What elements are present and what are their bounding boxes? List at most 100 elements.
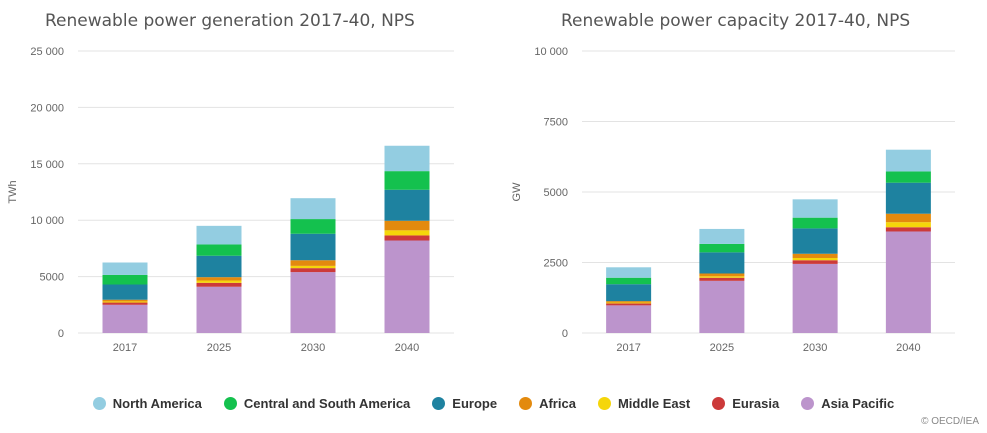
legend-label: Central and South America xyxy=(243,396,411,411)
bar-segment-central-and-south-america-2017[interactable] xyxy=(102,274,148,285)
bar-segment-europe-2025[interactable] xyxy=(196,255,242,278)
bar-segment-central-and-south-america-2025[interactable] xyxy=(196,244,242,256)
bar-segment-north-america-2025[interactable] xyxy=(699,228,745,244)
y-tick-label: 0 xyxy=(58,328,64,340)
capacity-chart: Renewable power capacity 2017-40, NPS GW… xyxy=(511,11,955,354)
legend-label: Middle East xyxy=(617,396,691,411)
x-tick-label: 2040 xyxy=(896,342,920,354)
legend-item-africa[interactable]: Africa xyxy=(519,396,576,411)
x-tick-label: 2030 xyxy=(803,342,827,354)
bar-segment-africa-2040[interactable] xyxy=(885,213,931,223)
x-tick-label: 2025 xyxy=(207,342,231,354)
x-tick-label: 2017 xyxy=(113,342,137,354)
bar-segment-asia-pacific-2017[interactable] xyxy=(102,304,148,333)
y-tick-label: 25 000 xyxy=(30,46,64,58)
bar-segment-africa-2030[interactable] xyxy=(792,253,838,258)
bar-segment-asia-pacific-2025[interactable] xyxy=(196,286,242,333)
legend-swatch xyxy=(92,397,106,410)
x-tick-label: 2025 xyxy=(710,342,734,354)
y-tick-label: 2500 xyxy=(544,258,568,270)
x-tick-label: 2030 xyxy=(301,342,325,354)
legend-swatch xyxy=(223,397,237,410)
y-axis-title: TWh xyxy=(7,180,19,203)
bar-segment-north-america-2030[interactable] xyxy=(792,199,838,218)
bar-segment-eurasia-2030[interactable] xyxy=(792,260,838,264)
bar-segment-europe-2017[interactable] xyxy=(606,284,652,302)
x-tick-labels: 2017 2025 2030 2040 xyxy=(113,342,419,354)
bar-segment-eurasia-2030[interactable] xyxy=(290,268,336,273)
legend-label: Asia Pacific xyxy=(821,396,895,411)
legend-label: Europe xyxy=(452,396,498,411)
bar-segment-north-america-2025[interactable] xyxy=(196,225,242,245)
bar-segment-eurasia-2017[interactable] xyxy=(606,303,652,306)
bar-segment-europe-2017[interactable] xyxy=(102,284,148,300)
credit-text: © OECD/IEA xyxy=(921,416,979,427)
legend-item-central-south-america[interactable]: Central and South America xyxy=(223,396,411,411)
bar-segment-north-america-2030[interactable] xyxy=(290,198,336,220)
legend-item-north-america[interactable]: North America xyxy=(92,396,202,411)
bar-segment-middle-east-2017[interactable] xyxy=(102,301,148,303)
bar-segment-europe-2030[interactable] xyxy=(290,233,336,261)
bars[interactable] xyxy=(606,149,931,333)
bar-segment-middle-east-2017[interactable] xyxy=(606,302,652,304)
y-tick-labels: 0 2500 5000 7500 10 000 xyxy=(534,46,568,340)
bar-segment-asia-pacific-2040[interactable] xyxy=(885,231,931,333)
y-tick-label: 5000 xyxy=(40,272,64,284)
bar-segment-africa-2017[interactable] xyxy=(102,299,148,302)
bar-segment-europe-2025[interactable] xyxy=(699,252,745,274)
legend-swatch xyxy=(801,397,815,410)
bar-segment-middle-east-2040[interactable] xyxy=(384,230,430,236)
x-tick-label: 2017 xyxy=(616,342,640,354)
bar-segment-eurasia-2025[interactable] xyxy=(196,282,242,287)
legend-item-asia-pacific[interactable]: Asia Pacific xyxy=(801,396,894,411)
bar-segment-africa-2040[interactable] xyxy=(384,220,430,231)
y-tick-label: 10 000 xyxy=(534,46,568,58)
x-tick-label: 2040 xyxy=(395,342,419,354)
bar-segment-central-and-south-america-2040[interactable] xyxy=(384,171,430,190)
legend-swatch xyxy=(432,397,446,410)
bar-segment-middle-east-2030[interactable] xyxy=(290,265,336,269)
x-tick-labels: 2017 2025 2030 2040 xyxy=(616,342,920,354)
bar-segment-europe-2040[interactable] xyxy=(885,182,931,214)
bar-segment-africa-2017[interactable] xyxy=(606,301,652,303)
bar-segment-europe-2040[interactable] xyxy=(384,189,430,221)
bar-segment-middle-east-2025[interactable] xyxy=(699,276,745,278)
bar-segment-asia-pacific-2025[interactable] xyxy=(699,280,745,333)
legend-item-eurasia[interactable]: Eurasia xyxy=(712,396,779,411)
bar-segment-north-america-2040[interactable] xyxy=(885,149,931,172)
legend-label: North America xyxy=(112,396,202,411)
bar-segment-europe-2030[interactable] xyxy=(792,228,838,254)
bar-segment-asia-pacific-2017[interactable] xyxy=(606,305,652,333)
bar-segment-asia-pacific-2030[interactable] xyxy=(792,263,838,333)
legend-label: Africa xyxy=(539,396,576,411)
y-tick-label: 7500 xyxy=(544,117,568,129)
bar-segment-central-and-south-america-2040[interactable] xyxy=(885,171,931,183)
bar-segment-central-and-south-america-2030[interactable] xyxy=(792,217,838,229)
bar-segment-north-america-2040[interactable] xyxy=(384,145,430,172)
bars[interactable] xyxy=(102,145,430,333)
bar-segment-africa-2025[interactable] xyxy=(196,277,242,281)
legend-item-europe[interactable]: Europe xyxy=(432,396,497,411)
bar-segment-central-and-south-america-2017[interactable] xyxy=(606,277,652,285)
bar-segment-middle-east-2030[interactable] xyxy=(792,257,838,261)
bar-segment-north-america-2017[interactable] xyxy=(606,267,652,278)
bar-segment-middle-east-2040[interactable] xyxy=(885,222,931,228)
bar-segment-eurasia-2040[interactable] xyxy=(885,227,931,232)
y-tick-label: 10 000 xyxy=(30,215,64,227)
bar-segment-eurasia-2025[interactable] xyxy=(699,277,745,281)
bar-segment-central-and-south-america-2025[interactable] xyxy=(699,243,745,253)
bar-segment-north-america-2017[interactable] xyxy=(102,262,148,275)
y-tick-label: 20 000 xyxy=(30,102,64,114)
bar-segment-middle-east-2025[interactable] xyxy=(196,280,242,283)
generation-chart: Renewable power generation 2017-40, NPS … xyxy=(7,11,454,354)
legend-item-middle-east[interactable]: Middle East xyxy=(597,396,691,411)
bar-segment-africa-2030[interactable] xyxy=(290,260,336,266)
bar-segment-central-and-south-america-2030[interactable] xyxy=(290,219,336,234)
bar-segment-eurasia-2040[interactable] xyxy=(384,235,430,241)
legend-swatch xyxy=(712,397,726,410)
bar-segment-asia-pacific-2030[interactable] xyxy=(290,272,336,333)
bar-segment-eurasia-2017[interactable] xyxy=(102,302,148,305)
bar-segment-africa-2025[interactable] xyxy=(699,273,745,277)
bar-segment-asia-pacific-2040[interactable] xyxy=(384,240,430,333)
y-tick-label: 15 000 xyxy=(30,159,64,171)
